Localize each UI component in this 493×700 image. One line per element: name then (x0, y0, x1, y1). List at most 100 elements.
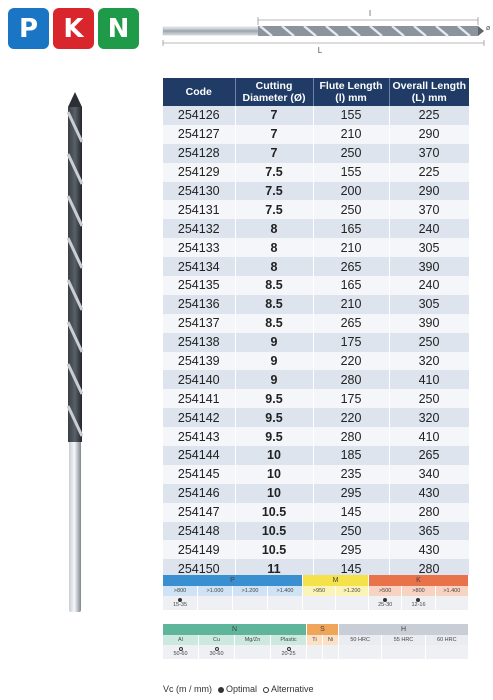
material-subgroup: >500 (369, 586, 403, 596)
material-group-m: M (303, 575, 369, 586)
material-subgroup: Cu (199, 635, 235, 645)
cell-overall-length: 320 (389, 408, 470, 428)
logo-letter-n: N (98, 8, 139, 49)
cell-diameter: 8.5 (235, 276, 314, 295)
cell-code: 254143 (163, 427, 236, 447)
cell-diameter: 10.5 (235, 502, 314, 522)
cell-diameter: 9 (235, 332, 314, 352)
table-row: 254145 10 235 340 (163, 464, 470, 484)
material-speed-cell (233, 596, 268, 610)
hollow-dot-icon (178, 647, 183, 651)
material-speed-cell: 12-16 (402, 596, 436, 610)
cell-diameter: 7 (235, 143, 314, 163)
material-speed-cell: 30-60 (199, 645, 235, 659)
cell-code: 254130 (163, 181, 236, 201)
logo-letter-k: K (53, 8, 94, 49)
cell-flute-length: 200 (313, 181, 390, 201)
cell-diameter: 9.5 (235, 427, 314, 447)
cell-code: 254133 (163, 238, 236, 258)
cell-overall-length: 410 (389, 427, 470, 447)
material-subgroup: Mg/Zn (235, 635, 271, 645)
filled-dot-icon (416, 598, 421, 602)
cell-code: 254126 (163, 106, 236, 125)
material-speed-cell (339, 645, 383, 659)
material-subgroup: >1.400 (435, 586, 469, 596)
header-code: Code (163, 78, 236, 106)
material-speed-cell (235, 645, 271, 659)
cell-diameter: 10.5 (235, 540, 314, 560)
table-row: 254139 9 220 320 (163, 351, 470, 371)
material-group-p: P (163, 575, 303, 586)
cell-code: 254139 (163, 351, 236, 371)
cell-flute-length: 145 (313, 559, 390, 579)
overall-length-label: L (318, 46, 323, 55)
cell-overall-length: 365 (389, 521, 470, 541)
drill-bit-image (66, 92, 84, 612)
cell-flute-length: 250 (313, 143, 390, 163)
cell-code: 254145 (163, 464, 236, 484)
cell-flute-length: 295 (313, 540, 390, 560)
cell-code: 254149 (163, 540, 236, 560)
cell-diameter: 10 (235, 483, 314, 503)
table-row: 254135 8.5 165 240 (163, 276, 470, 295)
cell-flute-length: 295 (313, 483, 390, 503)
drill-shank (69, 437, 81, 612)
cell-diameter: 8.5 (235, 294, 314, 314)
cell-flute-length: 155 (313, 162, 390, 182)
cell-overall-length: 280 (389, 559, 470, 579)
header-overall-length: Overall Length (L) mm (389, 78, 469, 106)
cell-diameter: 10.5 (235, 521, 314, 541)
material-subgroup: 50 HRC (339, 635, 383, 645)
cell-flute-length: 250 (313, 521, 390, 541)
cell-flute-length: 210 (313, 294, 390, 314)
material-subgroup: 55 HRC (382, 635, 426, 645)
diagram-shank (162, 26, 261, 36)
cell-flute-length: 220 (313, 408, 390, 428)
cell-flute-length: 175 (313, 389, 390, 409)
cell-diameter: 7 (235, 106, 314, 125)
legend-alternative: Alternative (263, 684, 314, 694)
table-row: 254136 8.5 210 305 (163, 294, 470, 314)
cell-code: 254137 (163, 313, 236, 333)
cell-overall-length: 340 (389, 464, 470, 484)
cell-code: 254128 (163, 143, 236, 163)
cell-flute-length: 185 (313, 446, 390, 465)
material-subgroup: >950 (303, 586, 336, 596)
cell-overall-length: 240 (389, 276, 470, 295)
table-row: 254133 8 210 305 (163, 238, 470, 258)
material-subgroup: >800 (402, 586, 436, 596)
cell-code: 254144 (163, 446, 236, 465)
table-row: 254147 10.5 145 280 (163, 502, 470, 522)
cell-diameter: 8 (235, 219, 314, 239)
cell-diameter: 11 (235, 559, 314, 579)
cell-code: 254134 (163, 257, 236, 277)
table-row: 254143 9.5 280 410 (163, 427, 470, 447)
cell-flute-length: 220 (313, 351, 390, 371)
material-speed-cell (435, 596, 469, 610)
material-speed-cell (303, 596, 336, 610)
legend-optimal: Optimal (218, 684, 257, 694)
table-row: 254130 7.5 200 290 (163, 181, 470, 201)
table-row: 254146 10 295 430 (163, 483, 470, 503)
material-speed-cell: 15-35 (163, 596, 198, 610)
diameter-label: ø (486, 24, 490, 32)
cell-code: 254129 (163, 162, 236, 182)
cell-diameter: 9.5 (235, 408, 314, 428)
legend-vc: Vc (m / mm) (163, 684, 212, 694)
material-speed-cell (198, 596, 233, 610)
legend: Vc (m / mm) Optimal Alternative (163, 684, 314, 694)
material-speed-value: 12-16 (411, 602, 426, 608)
cell-diameter: 10 (235, 446, 314, 465)
cell-code: 254132 (163, 219, 236, 239)
material-speed-cell: 50-60 (163, 645, 199, 659)
material-subgroup: Ni (323, 635, 339, 645)
material-subgroup: >1.200 (233, 586, 268, 596)
cell-flute-length: 280 (313, 370, 390, 390)
material-subgroup: >1.200 (336, 586, 369, 596)
cell-flute-length: 280 (313, 427, 390, 447)
cell-diameter: 8 (235, 257, 314, 277)
material-subgroup: Al (163, 635, 199, 645)
material-speed-cell (425, 645, 469, 659)
table-row: 254131 7.5 250 370 (163, 200, 470, 220)
material-speed-value: 25-30 (378, 602, 393, 608)
